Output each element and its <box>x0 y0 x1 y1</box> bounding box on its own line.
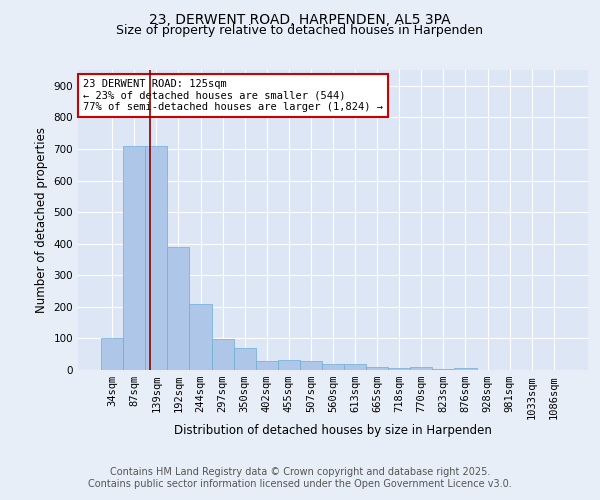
Text: 23, DERWENT ROAD, HARPENDEN, AL5 3PA: 23, DERWENT ROAD, HARPENDEN, AL5 3PA <box>149 12 451 26</box>
Text: Size of property relative to detached houses in Harpenden: Size of property relative to detached ho… <box>116 24 484 37</box>
Bar <box>167 247 190 370</box>
Bar <box>190 304 212 370</box>
Bar <box>101 338 123 370</box>
Bar <box>366 368 388 370</box>
Text: Contains HM Land Registry data © Crown copyright and database right 2025.
Contai: Contains HM Land Registry data © Crown c… <box>88 468 512 489</box>
Y-axis label: Number of detached properties: Number of detached properties <box>35 127 48 313</box>
Bar <box>256 360 278 370</box>
Bar <box>145 146 167 370</box>
X-axis label: Distribution of detached houses by size in Harpenden: Distribution of detached houses by size … <box>174 424 492 437</box>
Bar <box>410 367 433 370</box>
Bar <box>300 360 322 370</box>
Bar <box>233 348 256 370</box>
Bar <box>278 360 300 370</box>
Bar <box>454 368 476 370</box>
Bar <box>212 340 233 370</box>
Bar <box>123 146 145 370</box>
Text: 23 DERWENT ROAD: 125sqm
← 23% of detached houses are smaller (544)
77% of semi-d: 23 DERWENT ROAD: 125sqm ← 23% of detache… <box>83 79 383 112</box>
Bar <box>322 364 344 370</box>
Bar <box>433 369 454 370</box>
Bar <box>344 364 366 370</box>
Bar <box>388 368 410 370</box>
